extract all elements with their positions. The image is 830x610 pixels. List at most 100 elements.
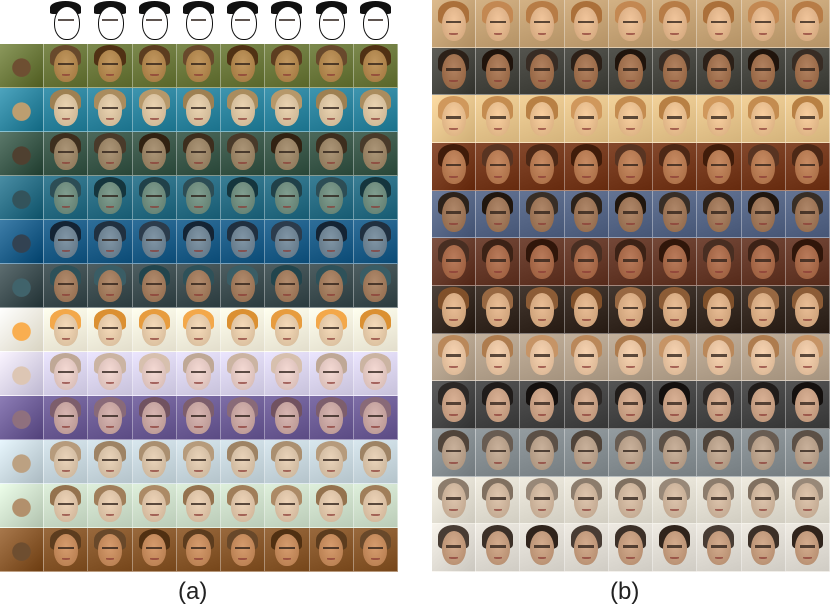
style-reference	[0, 308, 45, 352]
generated-face	[132, 484, 177, 528]
face	[97, 490, 123, 522]
face	[230, 50, 255, 82]
face	[142, 534, 167, 566]
generated-face	[697, 286, 742, 334]
mouth	[105, 338, 115, 340]
face	[618, 435, 643, 471]
eyes	[578, 449, 595, 453]
mouth	[581, 223, 591, 226]
generated-face	[741, 143, 786, 191]
style-image	[0, 308, 44, 351]
face	[706, 101, 732, 137]
eyes	[58, 238, 74, 242]
eyes	[234, 106, 251, 110]
eyes	[799, 211, 816, 214]
mouth	[282, 74, 292, 76]
face	[618, 101, 643, 137]
face	[319, 182, 344, 214]
generated-face	[88, 396, 133, 440]
face	[751, 483, 776, 518]
style-image	[0, 176, 44, 219]
eyes	[323, 546, 339, 550]
mouth	[282, 250, 292, 252]
face	[186, 182, 211, 214]
eyes	[666, 401, 683, 405]
eyes	[146, 370, 163, 374]
mouth	[194, 426, 203, 428]
face	[363, 182, 388, 214]
face	[529, 387, 555, 423]
eyes	[146, 194, 163, 198]
mouth	[758, 175, 768, 178]
generated-face	[741, 0, 786, 48]
face	[363, 490, 388, 522]
generated-face	[697, 47, 742, 96]
face	[574, 101, 599, 137]
mouth	[371, 426, 380, 428]
eyes	[58, 194, 74, 198]
generated-face	[221, 352, 266, 396]
style-reference	[0, 484, 45, 528]
eyes	[146, 326, 163, 330]
face	[363, 50, 388, 82]
eyes	[534, 401, 550, 405]
generated-face	[176, 352, 222, 396]
image-grid-a	[0, 0, 398, 572]
reference-image	[432, 238, 477, 286]
generated-face	[88, 132, 133, 176]
face	[529, 340, 555, 375]
face	[618, 149, 643, 185]
generated-face	[697, 333, 742, 382]
generated-face	[309, 88, 354, 132]
eyes	[622, 306, 639, 310]
mouth	[449, 270, 458, 273]
mouth	[803, 366, 812, 369]
face	[662, 483, 687, 518]
mouth	[581, 509, 591, 512]
eyes	[799, 354, 816, 357]
face	[186, 534, 211, 566]
mouth	[61, 250, 71, 252]
face	[529, 292, 555, 328]
eyes	[490, 68, 506, 71]
caption-b: (b)	[610, 578, 640, 605]
generated-face	[653, 524, 698, 572]
eyes	[234, 370, 251, 374]
eyes	[755, 115, 771, 119]
eyes	[622, 354, 639, 357]
style-image	[0, 440, 44, 483]
face	[574, 244, 599, 280]
eyes	[146, 414, 163, 418]
mouth	[537, 127, 547, 130]
mouth	[194, 250, 203, 252]
mouth	[238, 382, 248, 384]
face	[706, 435, 732, 471]
mouth	[149, 558, 159, 560]
face	[274, 270, 300, 302]
mouth	[670, 366, 680, 369]
mouth	[449, 413, 458, 416]
eyes	[490, 401, 506, 405]
generated-face	[564, 381, 609, 429]
eyes	[190, 282, 207, 286]
face	[97, 94, 123, 126]
mouth	[371, 206, 380, 208]
generated-face	[265, 176, 310, 220]
eyes	[490, 354, 506, 357]
eyes	[58, 458, 74, 462]
mouth	[714, 127, 724, 130]
eyes	[445, 68, 462, 71]
face	[751, 530, 776, 566]
face	[574, 149, 599, 185]
mouth	[537, 175, 547, 178]
eyes	[234, 414, 251, 418]
generated-face	[44, 396, 89, 440]
mouth	[758, 366, 768, 369]
mouth	[537, 556, 547, 559]
face	[142, 314, 167, 346]
generated-face	[520, 190, 565, 239]
generated-face	[564, 333, 609, 382]
generated-face	[309, 352, 354, 396]
mouth	[449, 32, 458, 35]
face	[485, 54, 510, 89]
